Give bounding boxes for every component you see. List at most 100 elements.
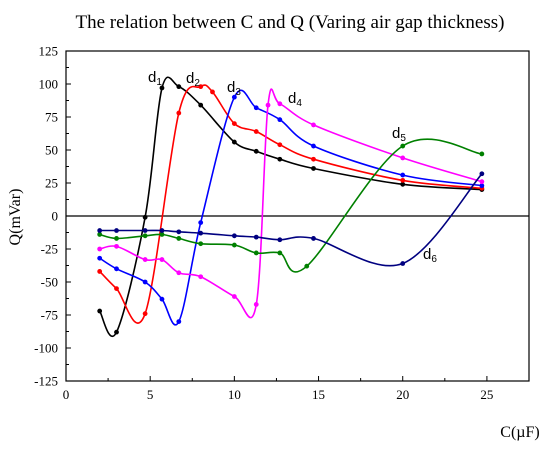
data-point-d2 [400,177,406,183]
data-point-d4 [311,122,316,128]
series-label-d3: d3 [227,79,241,98]
data-point-d3 [311,143,316,149]
series-label-d1: d1 [148,69,162,88]
data-point-d2 [97,269,103,274]
data-point-d3 [400,172,406,178]
data-point-d4 [479,179,485,185]
series-label-d6: d6 [423,246,437,265]
data-point-d3 [114,266,119,272]
data-point-d2 [198,84,204,90]
data-point-d6 [311,236,316,241]
data-point-d1 [311,166,316,171]
plot-area: 0 5 10 15 20 251251007550250-25-50-75-100-125… [34,44,530,402]
data-point-d3 [198,220,204,226]
data-point-d1 [253,148,259,154]
data-point-d1 [97,308,103,314]
series-label-sub: 4 [296,98,302,109]
data-point-d6 [231,233,237,239]
y-tick-label: 75 [45,110,58,125]
data-point-d2 [231,121,237,126]
y-tick-label: -50 [41,275,58,290]
data-point-d6 [253,234,259,240]
data-point-d6 [198,230,204,236]
series-label-main: d [227,79,235,96]
data-point-d3 [142,279,148,285]
y-tick-label: 50 [45,143,58,158]
data-point-d1 [400,181,406,187]
data-point-d5 [479,151,485,157]
data-point-d1 [176,84,182,90]
data-point-d3 [479,183,485,189]
data-point-d6 [400,261,406,266]
data-point-d1 [198,102,204,108]
data-point-d4 [277,101,283,107]
data-point-d2 [210,89,215,95]
data-point-d4 [114,243,119,249]
data-point-d2 [114,286,119,291]
data-point-d2 [277,142,283,148]
data-point-d4 [176,270,182,276]
data-point-d2 [311,156,316,162]
data-point-d5 [304,263,310,269]
x-tick-label: 0 [63,387,70,402]
data-point-d5 [159,232,165,237]
y-tick-label: 125 [39,44,59,59]
data-point-d1 [277,156,283,162]
data-point-d6 [479,171,485,177]
data-point-d3 [176,319,182,324]
data-point-d4 [159,257,165,262]
series-label-main: d [423,246,431,263]
series-label-main: d [148,69,156,86]
series-label-d4: d4 [288,90,302,109]
series-label-d5: d5 [392,125,406,144]
x-tick-label: 15 [312,387,325,402]
data-point-d2 [253,129,259,134]
series-label-sub: 5 [400,133,406,144]
data-point-d4 [142,257,148,262]
data-point-d4 [97,246,103,252]
series-label-sub: 2 [194,78,200,89]
y-tick-label: 0 [52,209,59,224]
data-point-d4 [198,274,204,280]
data-point-d3 [159,296,165,302]
data-point-d3 [277,117,283,123]
series-label-main: d [288,90,296,107]
data-point-d3 [97,255,103,261]
series-label-main: d [392,125,400,142]
series-label-sub: 3 [235,87,241,98]
data-point-d5 [97,232,103,237]
data-point-d4 [253,302,259,307]
series-line-d2 [99,84,482,324]
y-tick-label: -75 [41,308,58,323]
data-point-d6 [142,228,148,233]
y-tick-label: 100 [39,77,59,92]
data-point-d2 [176,110,182,116]
x-tick-label: 25 [480,387,493,402]
data-point-d6 [97,228,103,233]
y-tick-label: -100 [34,341,58,356]
data-point-d6 [176,229,182,235]
data-point-d4 [400,155,406,161]
data-point-d5 [277,250,283,256]
series-label-d2: d2 [186,70,200,89]
data-point-d1 [114,329,119,335]
y-axis-title: Q(mVar) [7,189,24,246]
data-point-d5 [176,236,182,241]
x-axis-title: C(µF) [500,424,539,441]
x-tick-label: 5 [147,387,154,402]
data-point-d5 [114,236,119,241]
data-point-d2 [142,311,148,317]
data-point-d1 [159,85,165,91]
series-label-sub: 6 [431,254,437,265]
y-tick-label: -125 [34,374,58,389]
data-point-d5 [253,250,259,256]
data-point-d1 [231,139,237,145]
data-point-d3 [231,94,237,100]
data-point-d4 [265,102,271,108]
data-point-d5 [142,233,148,239]
data-point-d6 [277,237,283,243]
data-point-d3 [253,105,259,111]
data-point-d1 [142,214,148,220]
